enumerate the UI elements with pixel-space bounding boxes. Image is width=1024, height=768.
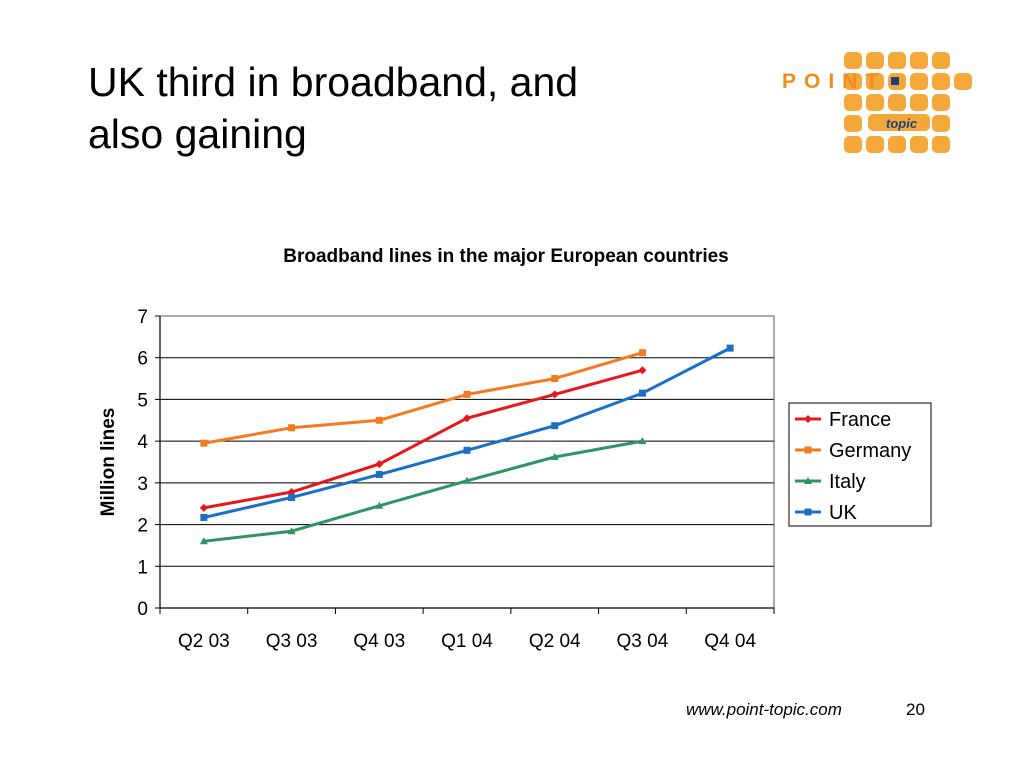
data-point-france [463,414,471,423]
legend-label-uk: UK [829,502,857,524]
legend-label-france: France [829,409,891,431]
y-tick-label: 7 [137,307,148,328]
series-line-france [203,368,643,510]
y-axis-label: Million lines [98,408,119,517]
logo-word: POINT [782,70,887,93]
page-number: 20 [906,700,925,719]
slide-title: UK third in broadband, and also gaining [88,56,708,160]
logo-tile [910,94,928,111]
data-point-germany [200,439,208,447]
logo-tile [910,136,928,153]
logo-tile [910,52,928,69]
data-point-italy [199,537,208,545]
series-line-germany [203,351,643,445]
x-tick-label: Q1 04 [441,631,493,652]
data-point-germany [551,375,559,383]
plot-area [159,315,775,609]
data-point-uk [200,513,208,521]
data-point-france [199,503,208,512]
data-point-germany [375,416,383,424]
legend-label-italy: Italy [829,471,866,493]
data-point-germany [638,349,646,357]
logo-tile [932,115,950,132]
y-tick-label: 2 [137,516,148,537]
data-point-uk [288,493,296,501]
data-point-uk [726,344,734,352]
legend-marker-germany [804,446,812,454]
point-topic-logo: POINT topic [782,50,982,160]
legend-marker-uk [804,508,812,516]
y-tick-label: 3 [137,474,148,495]
logo-sub: topic [886,116,918,131]
x-tick-label: Q3 04 [617,631,669,652]
data-point-france [375,460,384,469]
data-point-uk [638,389,646,397]
logo-tile [954,73,972,90]
logo-tile [844,73,862,90]
logo-tile [844,136,862,153]
series-germany [200,349,646,447]
logo-tile [844,52,862,69]
y-tick-label: 0 [137,599,148,620]
x-tick-label: Q2 04 [529,631,581,652]
series-france [199,366,647,512]
logo-tile [932,136,950,153]
legend-marker-italy [804,477,812,484]
logo-tile [888,94,906,111]
data-point-france [638,366,647,375]
data-point-germany [463,390,471,398]
data-point-italy [550,452,559,460]
legend-label-germany: Germany [829,440,911,462]
data-point-germany [288,424,296,432]
logo-grid-icon [844,52,972,153]
data-point-france [550,390,559,399]
series-line-uk [203,346,731,519]
logo-tile [866,73,884,90]
y-tick-label: 5 [137,390,148,411]
logo-tile [888,52,906,69]
data-point-uk [375,471,383,479]
slide-title-line1: UK third in broadband, and [88,59,579,105]
data-point-uk [463,446,471,454]
footer-url: www.point-topic.com [686,700,842,719]
y-tick-label: 6 [137,349,148,370]
logo-tile [844,94,862,111]
slide-title-line2: also gaining [88,111,307,157]
logo-tile [866,94,884,111]
logo-tile [910,73,928,90]
data-point-italy [638,437,647,445]
data-point-uk [551,422,559,430]
series-line-italy [203,439,643,543]
x-tick-label: Q4 04 [704,631,756,652]
logo-tile [932,73,950,90]
logo-tile [866,136,884,153]
data-point-italy [287,527,296,535]
x-tick-label: Q4 03 [353,631,405,652]
logo-tile [888,136,906,153]
logo-tile [932,94,950,111]
logo-tile [866,52,884,69]
legend: France Germany Italy UK [788,402,932,527]
logo-tile [932,52,950,69]
data-point-italy [375,501,384,509]
x-tick-label: Q2 03 [178,631,230,652]
logo-dot [891,77,899,85]
y-tick-label: 1 [137,557,148,578]
y-tick-label: 4 [137,432,148,453]
legend-box [788,402,932,527]
logo-tile [868,114,930,131]
x-tick-label: Q3 03 [266,631,318,652]
legend-marker-france [804,415,812,423]
chart-title: Broadband lines in the major European co… [283,246,729,267]
data-point-italy [463,476,471,484]
series-italy [199,437,647,545]
series-uk [200,344,734,521]
logo-tile [844,115,862,132]
